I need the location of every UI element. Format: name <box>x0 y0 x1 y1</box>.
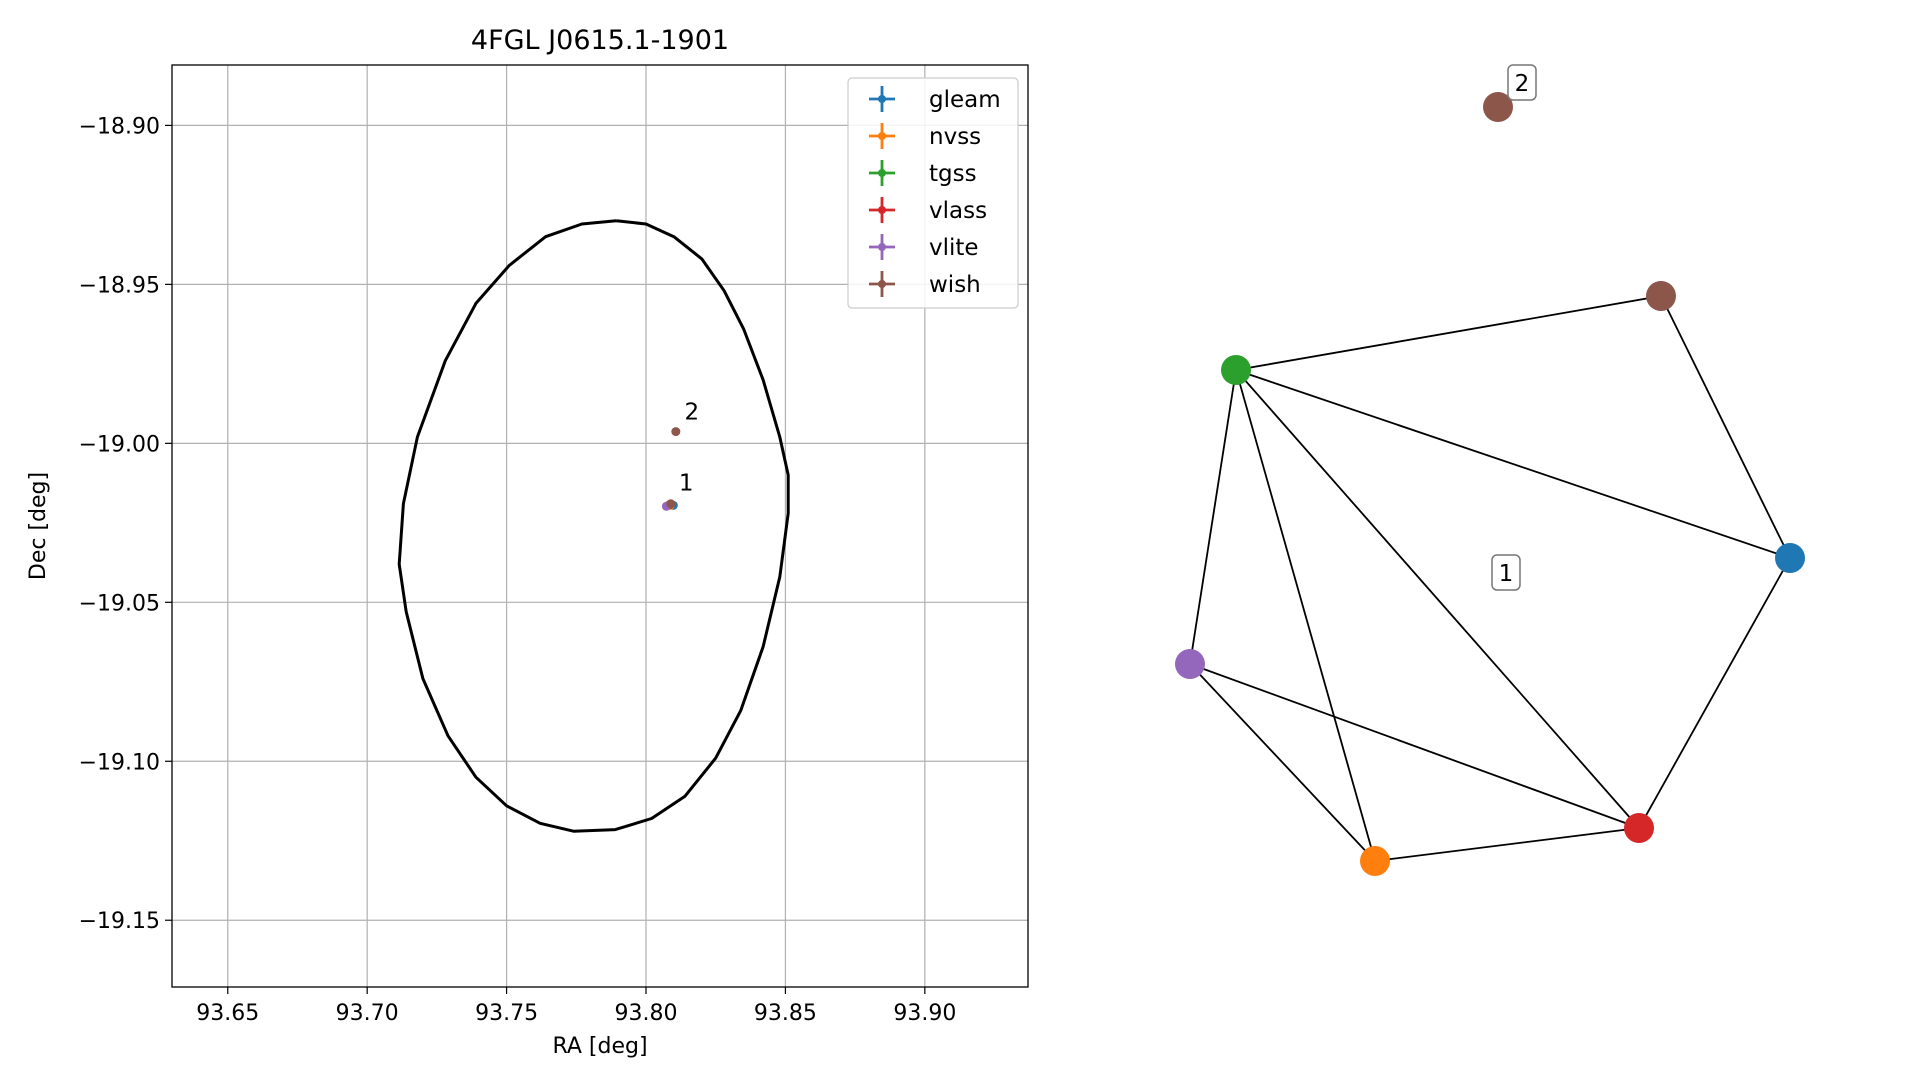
node-tgss <box>1221 355 1251 385</box>
cluster-label-text: 1 <box>1499 561 1514 587</box>
edge-vlass-nvss <box>1374 827 1640 862</box>
x-tick-label: 93.65 <box>196 1001 259 1026</box>
cluster-label-box <box>1507 64 1537 101</box>
x-axis-label: RA [deg] <box>552 1034 647 1059</box>
y-tick-label: −19.00 <box>79 432 160 457</box>
legend-marker-dot <box>878 169 886 177</box>
legend-marker-dot <box>878 243 886 251</box>
legend-label: nvss <box>929 124 981 150</box>
chart-title: 4FGL J0615.1-1901 <box>471 25 729 56</box>
edge-vlass-vlite <box>1189 663 1640 829</box>
y-tick-label: −18.95 <box>79 273 160 298</box>
network-panel: 12 <box>1175 64 1805 876</box>
x-tick-label: 93.70 <box>336 1001 399 1026</box>
x-tick-label: 93.80 <box>615 1001 678 1026</box>
node-wish_1 <box>1646 281 1676 311</box>
y-axis-label: Dec [deg] <box>26 472 51 580</box>
cluster-label-box <box>1491 554 1521 591</box>
cluster-labels: 12 <box>1491 64 1537 591</box>
edge-nvss-vlite <box>1189 663 1376 862</box>
legend-entry-vlass: vlass <box>869 197 987 224</box>
edge-gleam-vlass <box>1638 557 1791 829</box>
legend-label: wish <box>929 272 981 298</box>
legend-label: vlite <box>929 235 979 261</box>
legend: gleam nvss tgss vlass vlite wish <box>847 77 1019 309</box>
scatter-panel: 4FGL J0615.1-1901 12 93.65 93.70 93.75 93.8… <box>26 25 1029 1059</box>
node-vlass <box>1624 813 1654 843</box>
network-nodes <box>1175 92 1805 876</box>
edge-tgss-vlass <box>1235 369 1640 829</box>
legend-label: tgss <box>929 161 977 187</box>
data-point-wish <box>666 499 676 509</box>
node-gleam <box>1775 543 1805 573</box>
node-vlite <box>1175 649 1205 679</box>
cluster-label-1: 1 <box>1491 554 1521 591</box>
legend-label: vlass <box>929 198 987 224</box>
y-tick-label: −19.05 <box>79 591 160 616</box>
legend-marker-dot <box>878 132 886 140</box>
edge-wish_1-gleam <box>1660 295 1791 559</box>
legend-marker-dot <box>878 206 886 214</box>
y-tick-label: −19.15 <box>79 909 160 934</box>
edge-tgss-gleam <box>1235 369 1791 559</box>
data-points <box>661 427 681 511</box>
edge-tgss-vlite <box>1189 369 1237 665</box>
error-ellipse-line <box>397 219 790 833</box>
edge-tgss-wish_1 <box>1235 295 1662 371</box>
x-tick-label: 93.90 <box>893 1001 956 1026</box>
x-tick-label: 93.75 <box>475 1001 538 1026</box>
y-tick-label: −18.90 <box>79 114 160 139</box>
y-tick-label: −19.10 <box>79 750 160 775</box>
legend-entry-nvss: nvss <box>869 123 981 150</box>
legend-entry-tgss: tgss <box>869 160 977 187</box>
axes-frame <box>171 64 1029 988</box>
annotation-label: 2 <box>684 399 699 425</box>
y-axis-ticks: −18.90 −18.95 −19.00 −19.05 −19.10 −19.15 <box>79 114 172 934</box>
node-nvss <box>1360 846 1390 876</box>
legend-entry-gleam: gleam <box>869 86 1001 113</box>
edge-tgss-nvss <box>1235 369 1376 862</box>
cluster-label-text: 2 <box>1515 71 1530 97</box>
annotation-label: 1 <box>679 470 694 496</box>
x-tick-label: 93.85 <box>754 1001 817 1026</box>
legend-marker-dot <box>878 95 886 103</box>
x-axis-ticks: 93.65 93.70 93.75 93.80 93.85 93.90 <box>196 987 956 1026</box>
error-ellipse <box>397 219 790 833</box>
network-edges <box>1189 295 1791 862</box>
cluster-label-2: 2 <box>1507 64 1537 101</box>
legend-entry-vlite: vlite <box>869 234 979 261</box>
annotations: 12 <box>679 399 699 496</box>
legend-marker-dot <box>878 280 886 288</box>
legend-entry-wish: wish <box>869 271 981 298</box>
data-point-wish <box>671 427 681 437</box>
legend-label: gleam <box>929 87 1001 113</box>
node-wish_2 <box>1483 92 1513 122</box>
